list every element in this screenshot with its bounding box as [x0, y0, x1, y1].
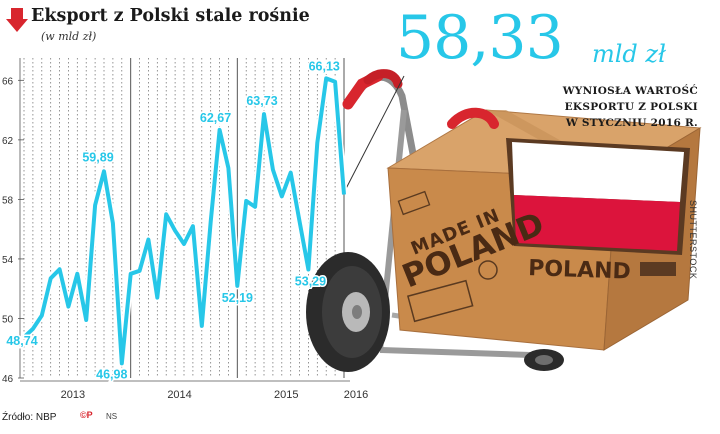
x-year-label: 2013 — [61, 389, 85, 401]
x-axis: 2013 2014 2015 2016 — [20, 380, 368, 401]
data-label: 48,74 — [6, 334, 37, 348]
data-labels: 48,74 59,89 46,98 62,67 52,19 63,73 53,29 66,13 — [5, 58, 342, 383]
box-stencil-icons — [406, 279, 474, 323]
data-label: 46,98 — [96, 367, 127, 381]
y-tick-label: 54 — [2, 255, 14, 266]
y-axis: 46 50 54 58 62 66 — [2, 58, 24, 385]
made-in-poland-box: MADE IN POLAND POLAND — [386, 107, 702, 351]
highlight-value: 58,33 — [396, 3, 564, 73]
chart-subtitle: (w mld zł) — [41, 30, 97, 43]
data-label: 63,73 — [246, 94, 277, 108]
highlight-description: WYNIOSŁA WARTOŚĆ EKSPORTU Z POLSKI W STY… — [518, 83, 698, 131]
highlight-unit: mld zł — [592, 40, 666, 68]
highlight-description-line: W STYCZNIU 2016 R. — [565, 117, 698, 129]
box-poland-label: POLAND — [528, 256, 631, 285]
series-line — [22, 76, 346, 366]
hand-truck-illustration: MADE IN POLAND POLAND — [306, 69, 702, 372]
y-tick-label: 46 — [2, 374, 14, 385]
data-label: 53,29 — [295, 274, 326, 288]
export-series — [21, 74, 348, 367]
x-year-label: 2015 — [274, 389, 298, 401]
wheel-large — [306, 252, 390, 372]
x-year-label: 2014 — [167, 389, 191, 401]
data-label: 52,19 — [222, 291, 253, 305]
y-tick-label: 66 — [2, 76, 14, 87]
publisher-logo: ©P — [80, 410, 93, 420]
chart-title: Eksport z Polski stale rośnie — [31, 6, 310, 26]
down-arrow-icon — [6, 8, 28, 32]
publisher-logo-suffix: NS — [106, 412, 118, 421]
y-tick-label: 58 — [2, 195, 14, 206]
data-label: 62,67 — [200, 111, 231, 125]
y-tick-label: 62 — [2, 136, 14, 147]
highlight-description-line: EKSPORTU Z POLSKI — [564, 101, 698, 113]
source-note: Źródło: NBP — [2, 412, 57, 423]
data-label: 66,13 — [309, 59, 340, 73]
y-tick-label: 50 — [2, 314, 14, 325]
x-year-label: 2016 — [344, 389, 368, 401]
data-label: 59,89 — [82, 150, 113, 164]
photo-credit: SHUTTERSTOCK — [688, 200, 698, 280]
wheel-small — [524, 349, 564, 371]
highlight-description-line: WYNIOSŁA WARTOŚĆ — [562, 85, 698, 97]
callout-connector-line — [343, 75, 405, 193]
